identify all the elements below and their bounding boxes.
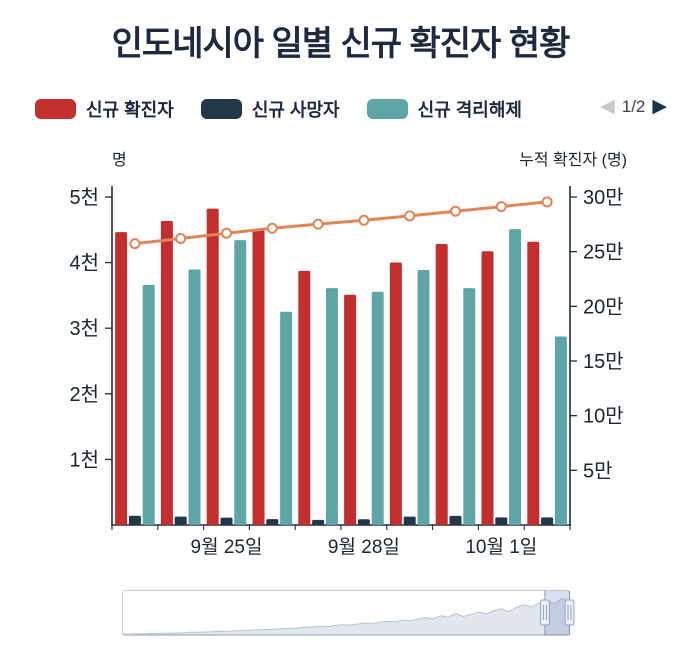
navigator-handle-left (539, 599, 550, 626)
main-chart: 5천 4천 3천 2천 1천 30만 25만 20만 15만 10만 5만 9월 25일 9월 28일 1… (69, 186, 624, 558)
bar-series0-day6 (389, 262, 402, 525)
bar-series1-day3 (266, 519, 279, 525)
navigator-scrollbar[interactable] (0, 586, 681, 644)
bar-series0-day8 (481, 251, 494, 525)
pagination-label: 1/2 (621, 97, 646, 116)
right-tick-label: 20만 (583, 295, 624, 318)
line-marker (450, 205, 461, 217)
legend-label-deaths: 신규 사망자 (251, 100, 340, 120)
x-tick-label: 9월 25일 (191, 536, 263, 558)
page-title: 인도네시아 일별 신규 확진자 현황 (111, 25, 571, 63)
line-marker (129, 238, 141, 250)
next-page-icon[interactable]: ▶ (652, 96, 667, 117)
bar-series2-day6 (417, 270, 430, 525)
released-swatch-icon (366, 99, 408, 119)
bar-series2-day0 (142, 284, 155, 525)
line-marker (266, 222, 278, 234)
bar-series2-day9 (554, 336, 567, 525)
bar-series2-day7 (463, 288, 476, 525)
prev-page-icon[interactable]: ◀ (600, 96, 615, 117)
bar-series1-day2 (220, 517, 233, 525)
right-tick-label: 10만 (583, 405, 624, 428)
bar-series1-day4 (312, 519, 325, 525)
legend-item-confirmed[interactable]: 신규 확진자 (35, 96, 174, 122)
confirmed-swatch-icon (35, 99, 76, 119)
bar-series0-day3 (252, 230, 265, 525)
left-tick-label: 5천 (69, 186, 99, 209)
bar-series0-day7 (435, 244, 448, 525)
bar-series0-day1 (160, 221, 173, 525)
line-marker (312, 218, 324, 230)
line-marker (495, 201, 507, 213)
legend-label-released: 신규 격리해제 (417, 100, 522, 120)
bar-series0-day5 (344, 294, 357, 525)
bar-series2-day3 (280, 311, 293, 525)
legend: 신규 확진자 신규 사망자 신규 격리해제 (35, 96, 549, 122)
legend-pagination: ◀ 1/2 ▶ (600, 94, 667, 120)
bar-series0-day0 (115, 232, 128, 525)
bar-series0-day4 (298, 270, 311, 525)
legend-item-deaths[interactable]: 신규 사망자 (200, 96, 340, 122)
bar-series2-day2 (234, 240, 247, 525)
x-tick-label: 10월 1일 (465, 536, 537, 558)
right-tick-label: 15만 (583, 350, 624, 373)
legend-label-confirmed: 신규 확진자 (86, 100, 174, 120)
bar-series2-day4 (325, 288, 338, 525)
line-marker (404, 210, 416, 222)
left-tick-label: 3천 (69, 317, 99, 340)
right-tick-label: 5만 (583, 459, 613, 482)
navigator-handle-right (564, 599, 575, 626)
bar-series2-day5 (371, 291, 384, 525)
left-tick-label: 4천 (69, 252, 99, 275)
x-tick-label: 9월 28일 (328, 536, 400, 558)
left-tick-label: 1천 (69, 448, 99, 471)
deaths-swatch-icon (200, 99, 242, 119)
right-axis-title: 누적 확진자 (명) (519, 152, 627, 169)
legend-item-released[interactable]: 신규 격리해제 (366, 96, 522, 122)
bar-series0-day2 (206, 208, 219, 525)
bar-series1-day6 (403, 516, 416, 525)
cumulative-line (134, 200, 548, 246)
line-marker (175, 233, 187, 244)
bar-series1-day9 (541, 517, 554, 525)
line-marker (221, 227, 232, 239)
right-tick-label: 30만 (583, 186, 624, 209)
bar-series0-day9 (527, 241, 540, 526)
bar-series1-day5 (357, 519, 370, 525)
bar-series2-day1 (188, 269, 201, 525)
line-marker (358, 214, 370, 226)
navigator-sparkline (122, 597, 570, 635)
bar-series1-day7 (449, 515, 462, 525)
bar-series1-day0 (128, 515, 141, 525)
bar-series2-day8 (509, 229, 522, 525)
left-tick-label: 2천 (69, 383, 99, 406)
right-tick-label: 25만 (583, 241, 624, 264)
bar-series1-day1 (174, 516, 187, 525)
left-axis-title: 명 (112, 152, 127, 169)
line-marker (541, 196, 553, 208)
bar-series1-day8 (495, 517, 508, 525)
